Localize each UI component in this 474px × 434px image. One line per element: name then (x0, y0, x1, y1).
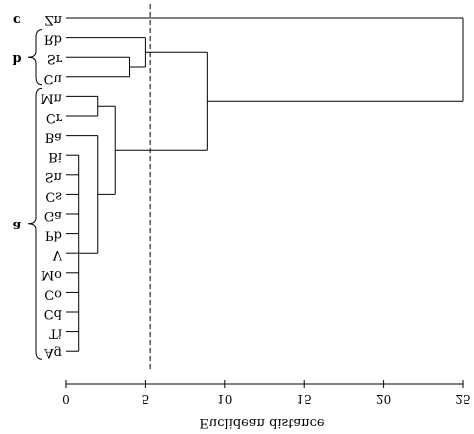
group-brackets: c b a (12, 12, 43, 360)
group-bracket-a (27, 87, 43, 360)
leaf-label-co: Co (44, 286, 62, 301)
x-tick-label-5: 5 (142, 392, 150, 406)
x-axis-label: Euclidean distance (199, 415, 325, 430)
leaf-label-sr: Sr (47, 51, 63, 66)
leaf-label-ba: Ba (45, 130, 63, 145)
group-label-b: b (12, 51, 21, 66)
group-bracket-b (27, 29, 43, 86)
dendrogram-links (66, 17, 464, 352)
leaf-label-mn: Mn (40, 90, 62, 105)
leaf-label-sn: Sn (45, 169, 63, 184)
leaf-label-ti: Ti (49, 326, 62, 341)
x-tick-label-15: 15 (297, 392, 312, 406)
leaf-labels: Zn Rb Sr Cu Mn Cr Ba Bi Sn Cs Ga Pb V Mo Co Cd Ti Ag (40, 12, 62, 360)
x-tick-label-0: 0 (62, 392, 70, 406)
leaf-label-ga: Ga (44, 208, 62, 223)
x-tick-label-25: 25 (455, 392, 470, 406)
group-label-c: c (13, 12, 21, 27)
leaf-label-zn: Zn (45, 12, 63, 27)
leaf-label-bi: Bi (48, 149, 62, 164)
leaf-label-rb: Rb (44, 32, 62, 47)
leaf-label-cd: Cd (44, 306, 62, 321)
x-tick-label-10: 10 (217, 392, 232, 406)
leaf-label-pb: Pb (45, 228, 62, 243)
leaf-label-cs: Cs (45, 188, 62, 203)
leaf-label-v: V (52, 247, 63, 262)
leaf-label-ag: Ag (43, 345, 62, 360)
x-axis: 0 5 10 15 20 25 (62, 380, 471, 406)
leaf-label-cu: Cu (44, 71, 62, 86)
leaf-label-cr: Cr (46, 110, 63, 125)
group-label-a: a (13, 218, 22, 233)
x-tick-label-20: 20 (376, 392, 391, 406)
leaf-label-mo: Mo (41, 267, 62, 282)
